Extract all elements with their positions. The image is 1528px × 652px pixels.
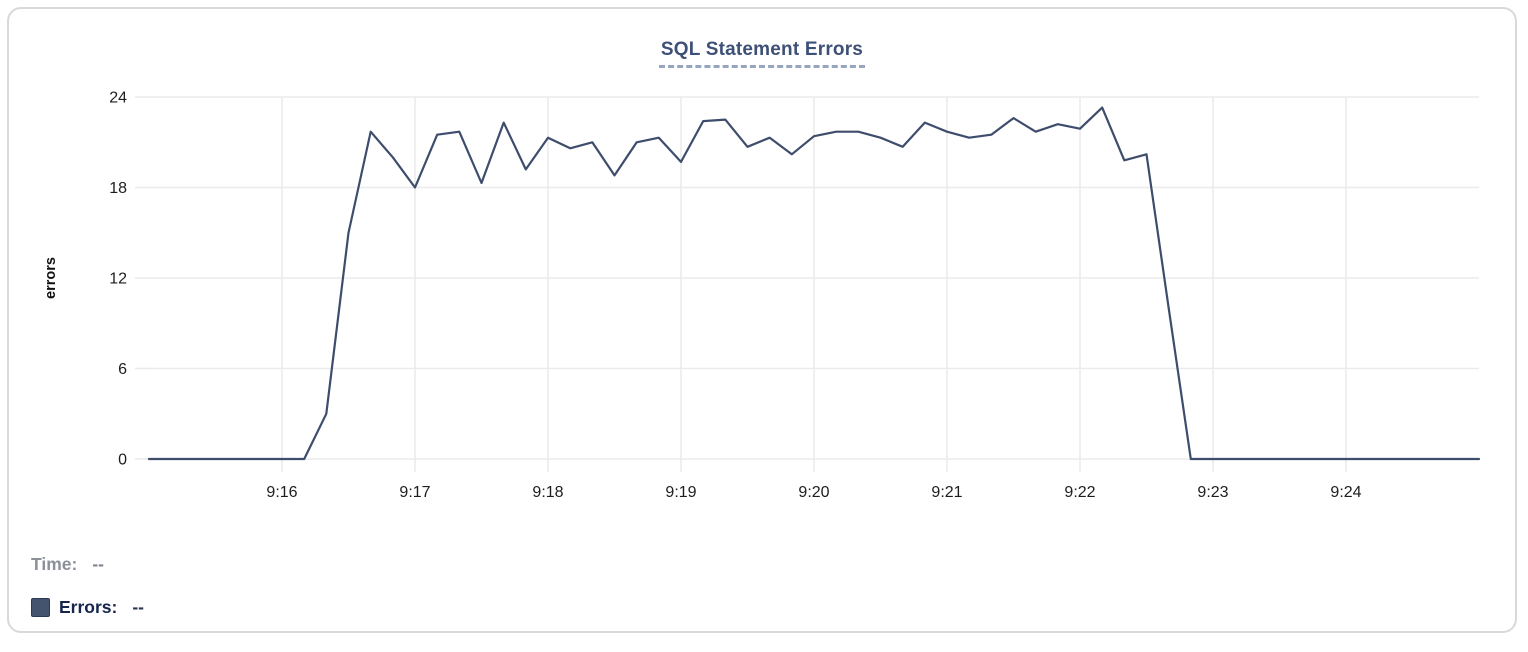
- errors-line-chart[interactable]: 0 6 12 18 24 9:16 9:17 9:18 9:19 9:20 9:21 9:22 9:23…: [9, 9, 1528, 514]
- x-tick-label: 9:19: [665, 484, 696, 501]
- tooltip-time-label: Time:: [31, 554, 78, 574]
- tooltip-errors-label: Errors:: [59, 597, 118, 617]
- x-tick-label: 9:21: [931, 484, 962, 501]
- chart-header: SQL Statement Errors: [9, 39, 1515, 68]
- x-tick-label: 9:20: [798, 484, 829, 501]
- y-tick-label: 24: [109, 90, 127, 107]
- legend-errors-row: Errors: --: [31, 597, 144, 618]
- x-tick-label: 9:16: [266, 484, 297, 501]
- x-tick-label: 9:17: [399, 484, 430, 501]
- x-tick-label: 9:22: [1064, 484, 1095, 501]
- errors-series-line: [147, 106, 1481, 461]
- y-tick-label: 18: [109, 180, 127, 197]
- gridlines: [135, 96, 1479, 472]
- y-tick-label: 0: [118, 452, 127, 469]
- tooltip-errors-value: --: [132, 597, 145, 617]
- x-tick-label: 9:24: [1330, 484, 1361, 501]
- axis-labels: 0 6 12 18 24 9:16 9:17 9:18 9:19 9:20 9:21 9:22 9:23…: [109, 90, 1361, 502]
- chart-panel: SQL Statement Errors 0 6 12 18 24 9:16 9:17 9:1…: [7, 7, 1517, 633]
- tooltip-time-value: --: [92, 554, 105, 574]
- y-axis-title: errors: [43, 257, 59, 299]
- x-tick-label: 9:23: [1197, 484, 1228, 501]
- chart-title[interactable]: SQL Statement Errors: [658, 39, 866, 68]
- y-tick-label: 12: [109, 271, 127, 288]
- y-tick-label: 6: [118, 361, 127, 378]
- tooltip-time-row: Time: --: [31, 554, 104, 575]
- chart-plot-area[interactable]: 0 6 12 18 24 9:16 9:17 9:18 9:19 9:20 9:21 9:22 9:23…: [9, 9, 1528, 514]
- errors-series-swatch: [31, 598, 50, 617]
- x-tick-label: 9:18: [532, 484, 563, 501]
